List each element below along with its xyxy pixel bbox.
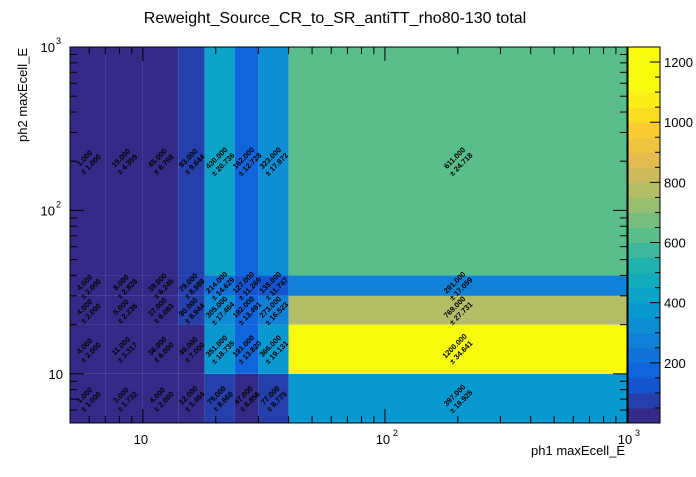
x-axis-label: ph1 maxEcell_E	[531, 443, 625, 458]
heatmap-cell	[105, 295, 143, 325]
x-axis: 10 10 2 10 3	[69, 47, 640, 447]
heatmap-cell	[234, 324, 259, 374]
x-tick-exponent: 2	[393, 428, 398, 438]
y-tick-label: 10	[41, 40, 55, 55]
heatmap-cell	[178, 373, 205, 423]
heatmap-cell	[288, 324, 627, 374]
colorbar-tick-label: 1200	[664, 55, 693, 70]
heatmap-cells	[70, 47, 627, 423]
heatmap-cell	[70, 324, 106, 374]
x-tick-label: 10	[134, 432, 148, 447]
colorbar-bin	[628, 287, 660, 304]
heatmap-cell	[204, 295, 235, 325]
heatmap-cell	[258, 295, 289, 325]
colorbar-bin	[628, 317, 660, 334]
heatmap-cell	[105, 47, 143, 276]
heatmap-cell	[105, 324, 143, 374]
colorbar: 200 400 600 800 1000 1200	[627, 46, 693, 424]
colorbar-bin	[628, 332, 660, 349]
heatmap-cell	[178, 47, 205, 276]
heatmap-cell	[204, 324, 235, 374]
colorbar-bin	[628, 272, 660, 289]
colorbar-bin	[628, 227, 660, 244]
colorbar-tick-label: 600	[664, 236, 686, 251]
heatmap-cell	[105, 275, 143, 296]
heatmap-cell	[234, 47, 259, 276]
colorbar-bin	[628, 62, 660, 78]
x-tick-label: 10	[618, 432, 632, 447]
plot-frame	[69, 46, 628, 424]
heatmap-cell	[142, 295, 179, 325]
colorbar-frame	[627, 46, 661, 424]
y-tick-label: 10	[41, 203, 55, 218]
colorbar-tick-label: 800	[664, 175, 686, 190]
heatmap-cell	[142, 324, 179, 374]
y-tick-exponent: 3	[56, 36, 61, 46]
colorbar-bin	[628, 77, 660, 93]
heatmap-cell	[70, 295, 106, 325]
heatmap-cell	[288, 295, 627, 325]
colorbar-bin	[628, 167, 660, 183]
heatmap-cell	[258, 47, 289, 276]
colorbar-bin	[628, 377, 660, 394]
colorbar-bin	[628, 152, 660, 168]
colorbar-bin	[628, 137, 660, 153]
heatmap-cell	[288, 275, 627, 296]
colorbar-bin	[628, 122, 660, 138]
colorbar-bin	[628, 197, 660, 213]
y-axis-label: ph2 maxEcell_E	[15, 48, 30, 142]
colorbar-bin	[628, 47, 660, 63]
heatmap-cell	[288, 47, 627, 276]
colorbar-tick-label: 200	[664, 356, 686, 371]
colorbar-tick-label: 400	[664, 296, 686, 311]
heatmap-cell	[178, 295, 205, 325]
heatmap-cell	[234, 373, 259, 423]
colorbar-bin	[628, 392, 660, 409]
x-tick-label: 10	[376, 432, 390, 447]
heatmap-cell	[204, 275, 235, 296]
heatmap-cell	[204, 47, 235, 276]
colorbar-bin	[628, 362, 660, 379]
heatmap-cell	[258, 373, 289, 423]
heatmap-cell	[142, 373, 179, 423]
heatmap-cell	[105, 373, 143, 423]
heatmap-cell	[142, 275, 179, 296]
chart-title: Reweight_Source_CR_to_SR_antiTT_rho80-13…	[144, 10, 526, 27]
colorbar-bin	[628, 257, 660, 274]
heatmap-cell	[258, 324, 289, 374]
heatmap-cell	[70, 373, 106, 423]
heatmap-cell	[288, 373, 627, 423]
y-tick-exponent: 2	[56, 199, 61, 209]
x-tick-exponent: 3	[635, 428, 640, 438]
y-tick-label: 10	[49, 367, 63, 382]
colorbar-bin	[628, 302, 660, 319]
colorbar-bin	[628, 347, 660, 364]
colorbar-bin	[628, 212, 660, 228]
heatmap-cell	[178, 324, 205, 374]
colorbar-bin	[628, 92, 660, 108]
heatmap-cell	[178, 275, 205, 296]
heatmap-cell	[204, 373, 235, 423]
heatmap-cell	[234, 295, 259, 325]
heatmap-cell	[234, 275, 259, 296]
heatmap-cell	[70, 275, 106, 296]
colorbar-bin	[628, 407, 660, 424]
heatmap-cell	[142, 47, 179, 276]
colorbar-bin	[628, 107, 660, 123]
colorbar-tick-label: 1000	[664, 115, 693, 130]
heatmap-cell	[258, 275, 289, 296]
colorbar-bin	[628, 242, 660, 259]
colorbar-bin	[628, 182, 660, 198]
